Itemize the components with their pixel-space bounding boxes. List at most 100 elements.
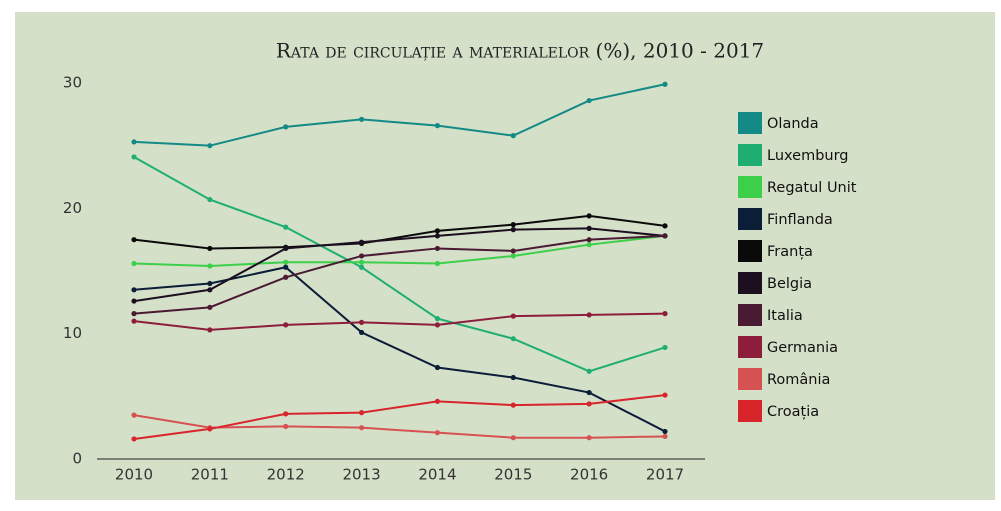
- legend-swatch: [738, 144, 762, 166]
- x-tick-label: 2015: [494, 466, 532, 484]
- data-point: [586, 312, 592, 318]
- data-point: [586, 368, 592, 374]
- series-line: [133, 414, 666, 439]
- data-point: [510, 374, 516, 381]
- data-point: [283, 124, 289, 130]
- data-point: [358, 264, 365, 270]
- data-point: [586, 225, 592, 231]
- data-point: [586, 213, 592, 219]
- data-point: [586, 237, 592, 243]
- legend-label: Italia: [767, 308, 803, 324]
- data-point: [510, 402, 516, 408]
- data-point: [283, 224, 289, 230]
- data-point: [207, 245, 213, 252]
- data-point: [131, 154, 137, 160]
- data-point: [586, 435, 592, 441]
- series-line: [133, 266, 666, 433]
- series-line: [133, 227, 666, 303]
- x-tick-label: 2012: [267, 466, 305, 484]
- legend-label: Croația: [767, 404, 819, 420]
- data-point: [662, 81, 668, 87]
- data-point: [358, 239, 365, 245]
- data-point: [358, 253, 365, 259]
- series-line: [133, 214, 666, 250]
- legend-label: Luxemburg: [767, 148, 849, 164]
- data-point: [358, 319, 365, 325]
- data-point: [283, 274, 289, 280]
- x-tick-label: 2017: [646, 466, 684, 484]
- series-line: [133, 83, 666, 147]
- data-point: [510, 336, 516, 342]
- legend-swatch: [738, 368, 762, 390]
- data-point: [510, 313, 516, 319]
- y-tick-label: 10: [63, 324, 82, 342]
- legend-label: Olanda: [767, 116, 819, 132]
- legend-label: Germania: [767, 340, 838, 356]
- data-point: [662, 392, 668, 398]
- data-point: [283, 411, 289, 417]
- data-point: [434, 245, 441, 252]
- data-point: [586, 97, 592, 104]
- legend-swatch: [738, 272, 762, 294]
- data-point: [434, 398, 441, 404]
- legend-label: Franța: [767, 244, 813, 260]
- data-point: [358, 425, 365, 431]
- legend-swatch: [738, 240, 762, 262]
- data-point: [207, 280, 213, 287]
- legend-swatch: [738, 208, 762, 230]
- data-point: [434, 316, 441, 322]
- data-point: [510, 222, 516, 228]
- data-point: [131, 436, 137, 442]
- legend-label: Regatul Unit: [767, 180, 857, 196]
- data-point: [131, 287, 137, 293]
- data-point: [207, 327, 213, 333]
- data-point: [358, 116, 365, 122]
- x-tick-label: 2013: [342, 466, 380, 484]
- data-point: [662, 428, 668, 435]
- series-line: [133, 156, 666, 373]
- data-point: [358, 329, 365, 336]
- y-tick-label: 30: [63, 74, 82, 92]
- x-tick-label: 2011: [191, 466, 229, 484]
- data-point: [358, 259, 365, 265]
- legend-label: România: [767, 372, 830, 388]
- data-point: [131, 318, 137, 324]
- data-point: [207, 287, 213, 293]
- data-point: [434, 228, 441, 234]
- data-point: [662, 344, 668, 351]
- data-point: [131, 237, 137, 243]
- y-tick-label: 0: [72, 450, 82, 468]
- data-point: [510, 435, 516, 441]
- series-line: [133, 234, 666, 315]
- data-point: [283, 259, 289, 265]
- data-point: [131, 260, 137, 267]
- chart-title: Rata de circulație a materialelor (%), 2…: [276, 39, 764, 63]
- y-tick-label: 20: [63, 199, 82, 217]
- data-point: [662, 311, 668, 317]
- data-point: [283, 322, 289, 328]
- data-point: [662, 233, 668, 239]
- data-point: [283, 423, 289, 430]
- data-point: [283, 264, 289, 270]
- data-point: [358, 410, 365, 416]
- data-point: [662, 433, 668, 440]
- data-point: [131, 412, 137, 418]
- x-tick-label: 2010: [115, 466, 153, 484]
- x-tick-label: 2014: [418, 466, 456, 484]
- data-point: [207, 304, 213, 310]
- data-point: [434, 260, 441, 267]
- legend-swatch: [738, 336, 762, 358]
- data-point: [434, 123, 441, 129]
- data-point: [510, 227, 516, 233]
- data-point: [207, 426, 213, 432]
- legend-swatch: [738, 176, 762, 198]
- legend-label: Belgia: [767, 276, 812, 292]
- data-point: [434, 322, 441, 328]
- data-point: [131, 139, 137, 145]
- series-line: [133, 394, 666, 440]
- data-point: [207, 196, 213, 203]
- legend-swatch: [738, 304, 762, 326]
- data-point: [510, 248, 516, 254]
- legend-swatch: [738, 112, 762, 134]
- series-line: [133, 234, 666, 267]
